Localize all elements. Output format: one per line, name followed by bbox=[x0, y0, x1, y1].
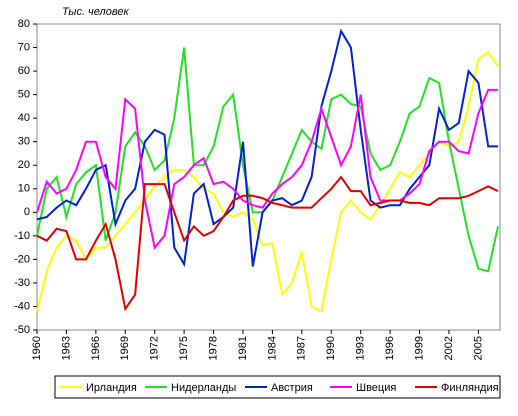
x-tick-label: 1963 bbox=[60, 336, 72, 360]
y-tick-label: 20 bbox=[18, 159, 30, 171]
series-line bbox=[36, 175, 499, 312]
y-tick-label: 30 bbox=[18, 136, 30, 148]
x-tick-label: 1999 bbox=[413, 336, 425, 360]
x-tick-label: 1987 bbox=[296, 336, 308, 360]
x-tick-label: 2002 bbox=[443, 336, 455, 360]
x-tick-label: 1975 bbox=[178, 336, 190, 360]
legend-label: Австрия bbox=[271, 382, 313, 394]
x-tick-label: 1981 bbox=[237, 336, 249, 360]
y-tick-label: 50 bbox=[18, 89, 30, 101]
y-tick-label: -30 bbox=[14, 277, 30, 289]
x-tick-label: 1996 bbox=[384, 336, 396, 360]
y-tick-label: 70 bbox=[18, 41, 30, 53]
x-tick-label: 2005 bbox=[472, 336, 484, 360]
y-tick-label: 40 bbox=[18, 112, 30, 124]
plot-area bbox=[36, 23, 501, 331]
x-tick-label: 1993 bbox=[355, 336, 367, 360]
legend-label: Нидерланды bbox=[171, 382, 236, 394]
x-tick-label: 1960 bbox=[31, 336, 43, 360]
y-tick-label: 10 bbox=[18, 183, 30, 195]
x-tick-label: 1969 bbox=[119, 336, 131, 360]
x-tick-label: 1978 bbox=[207, 336, 219, 360]
series-line bbox=[36, 47, 499, 273]
x-tick-label: 1972 bbox=[149, 336, 161, 360]
x-tick-label: 1990 bbox=[325, 336, 337, 360]
y-tick-label: -40 bbox=[14, 300, 30, 312]
y-tick-label: -50 bbox=[14, 324, 30, 336]
y-tick-label: -20 bbox=[14, 253, 30, 265]
x-tick-label: 1984 bbox=[266, 336, 278, 360]
legend-label: Ирландия bbox=[86, 382, 137, 394]
legend bbox=[54, 375, 501, 399]
x-tick-label: 1966 bbox=[90, 336, 102, 360]
y-axis-label: Тыс. человек bbox=[62, 6, 129, 18]
y-tick-label: 0 bbox=[24, 206, 30, 218]
legend-label: Швеция bbox=[356, 382, 396, 394]
y-tick-label: 80 bbox=[18, 18, 30, 30]
y-tick-label: 60 bbox=[18, 65, 30, 77]
y-tick-label: -10 bbox=[14, 230, 30, 242]
series-line bbox=[36, 50, 499, 313]
legend-label: Финляндия bbox=[441, 382, 499, 394]
series-line bbox=[36, 28, 498, 268]
